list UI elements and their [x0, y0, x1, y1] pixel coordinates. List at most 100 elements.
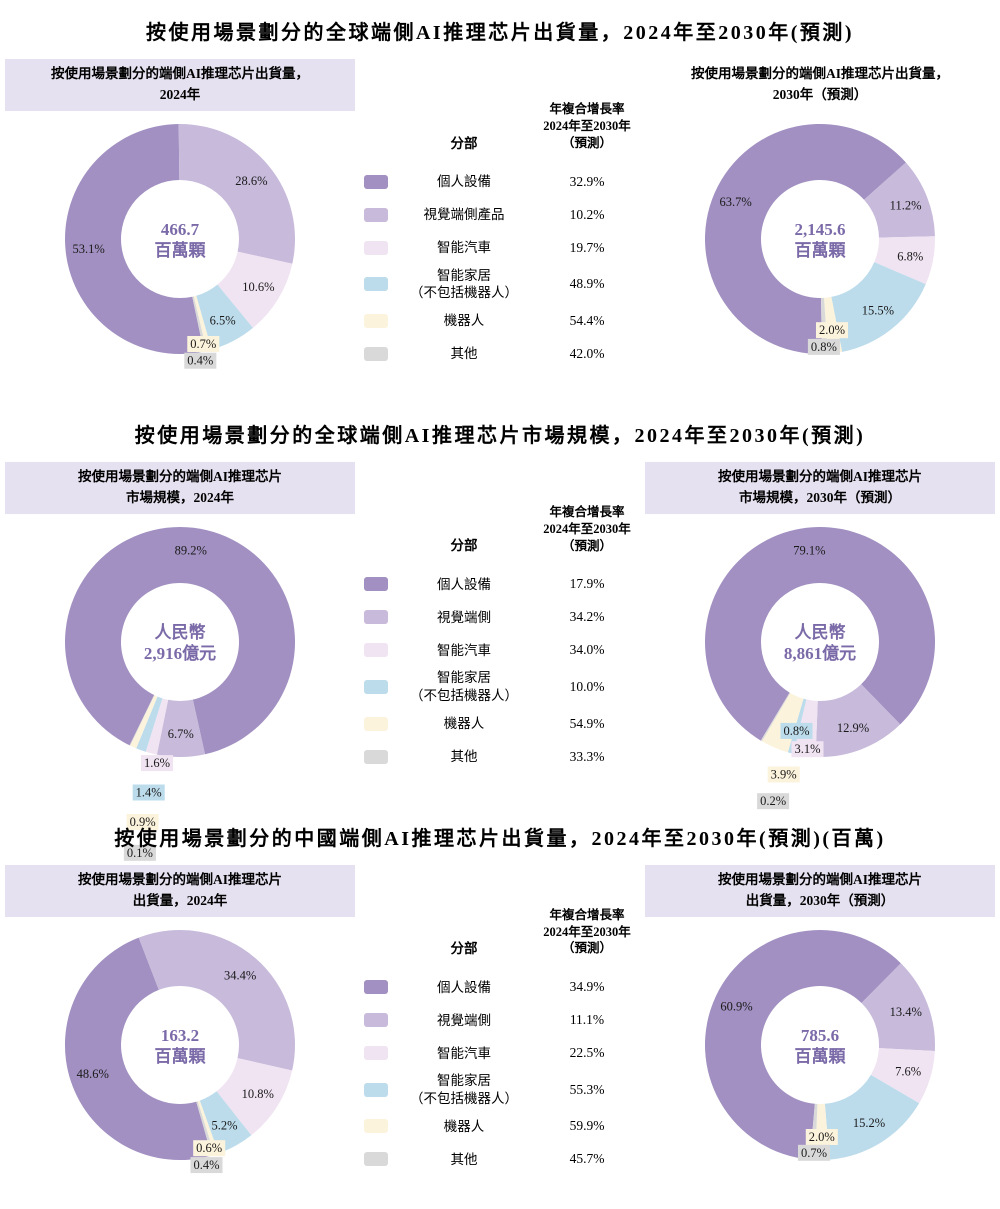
legend-row-vehicle: 智能汽車 34.0% [360, 636, 640, 664]
legend-label: 機器人 [443, 715, 485, 731]
legend-swatch-personal [364, 980, 388, 995]
legend-label: 智能汽車 [437, 239, 491, 255]
legend-cagr-line: （預測） [561, 941, 612, 956]
pie-percentage-label: 1.4% [136, 785, 162, 799]
legend-row-home: 智能家居 （不包括機器人） 55.3% [360, 1072, 640, 1107]
pie-label-box [757, 792, 790, 809]
pie-segment-vehicle [145, 698, 169, 755]
legend-label-line1: 智能家居 [437, 267, 491, 283]
legend-label-line2: （不包括機器人） [410, 285, 518, 301]
legend-row-vehicle: 智能汽車 22.5% [360, 1039, 640, 1067]
pie-percentage-label: 34.4% [224, 968, 256, 982]
legend-cagr-value: 54.9% [569, 715, 605, 731]
legend-swatch-robot [364, 716, 388, 731]
legend-cagr-value: 34.2% [569, 609, 605, 625]
legend-cagr-value: 10.0% [569, 679, 605, 695]
legend-label: 智能家居 （不包括機器人） [394, 1072, 534, 1107]
donut-center-label: 2,145.6 百萬顆 [795, 220, 847, 260]
legend-rows: 個人設備 32.9% 視覺端側產品 10.2% 智能汽車 19.7% 智能家居 [360, 168, 640, 368]
pie-segment-vehicle [216, 1057, 293, 1135]
pie-segment-personal [65, 526, 296, 754]
pie-percentage-label: 0.2% [760, 794, 786, 808]
legend-col-cagr: 年複合增長率 2024年至2030年 （預測） [534, 504, 640, 555]
legend-cagr-value: 48.9% [569, 276, 605, 292]
pie-segment-robot [762, 692, 804, 753]
legend-cagr-value: 10.2% [569, 206, 605, 222]
legend-cagr-value: 11.1% [569, 1012, 605, 1028]
chart-header-line2: 2024年 [159, 86, 201, 102]
pie-percentage-label: 0.8% [783, 724, 809, 738]
legend-cagr-value: 59.9% [569, 1118, 605, 1134]
legend-label: 智能家居 （不包括機器人） [394, 669, 534, 704]
pie-percentage-label: 28.6% [235, 174, 267, 188]
legend-cagr-value: 34.0% [569, 642, 605, 658]
section-row: 按使用場景劃分的端側AI推理芯片 市場規模，2024年 89.2% 6.7% 1.6… [0, 461, 1000, 861]
pie-percentage-label: 5.2% [211, 1118, 237, 1132]
pie-percentage-label: 53.1% [72, 242, 104, 256]
pie-segment-vision [156, 699, 206, 757]
legend-cagr-value: 54.4% [569, 312, 605, 328]
legend-header: 分部 年複合增長率 2024年至2030年 （預測） [360, 907, 640, 958]
donut-center-label: 人民幣 2,916億元 [144, 622, 216, 663]
donut-chart-market-2024: 89.2% 6.7% 1.6% 1.4% 0.9% 0.1% 人民幣 2,916億元 [65, 526, 296, 861]
pie-segment-vehicle [870, 1047, 935, 1103]
pie-segment-vision [861, 962, 935, 1051]
pie-percentage-label: 10.8% [242, 1087, 274, 1101]
donut-chart-market-2030: 79.1% 12.9% 3.1% 0.8% 3.9% 0.2% 人民幣 8,861億元 [705, 526, 936, 809]
pie-percentage-label: 15.5% [862, 303, 894, 317]
legend-col-segment: 分部 [450, 941, 478, 957]
section-title: 按使用場景劃分的全球端側AI推理芯片出貨量，2024年至2030年(預測) [145, 22, 855, 44]
pie-percentage-label: 48.6% [77, 1067, 109, 1081]
legend-label: 其他 [450, 345, 478, 361]
chart-block-2024: 按使用場景劃分的端側AI推理芯片出貨量， 2024年 53.1% 28.6% 10.… [0, 59, 360, 403]
legend-swatch-vehicle [364, 1046, 388, 1061]
pie-segment-vision [864, 162, 935, 238]
legend-row-vision: 視覺端側 11.1% [360, 1006, 640, 1034]
pie-percentage-label: 11.2% [890, 198, 922, 212]
legend-swatch-robot [364, 313, 388, 328]
legend-col-cagr: 年複合增長率 2024年至2030年 （預測） [534, 907, 640, 958]
pie-label-box [184, 352, 217, 369]
pie-segment-personal [64, 937, 212, 1160]
section-row: 按使用場景劃分的端側AI推理芯片 出貨量，2024年 48.6% 34.4% 10.… [0, 864, 1000, 1209]
legend-cagr-line: 年複合增長率 [549, 504, 625, 519]
chart-block-2030: 按使用場景劃分的端側AI推理芯片出貨量， 2030年（預測） 63.7% 11.2… [640, 59, 1000, 403]
legend-row-robot: 機器人 59.9% [360, 1112, 640, 1140]
pie-percentage-label: 15.2% [853, 1115, 885, 1129]
legend-swatch-vehicle [364, 643, 388, 658]
chart-block-2024: 按使用場景劃分的端側AI推理芯片 出貨量，2024年 48.6% 34.4% 10.… [0, 864, 360, 1209]
legend-label: 智能家居 （不包括機器人） [394, 267, 534, 302]
pie-percentage-label: 6.7% [168, 727, 194, 741]
pie-percentage-label: 6.5% [210, 313, 236, 327]
pie-label-box [791, 740, 824, 757]
donut-chart-shipments-2030: 63.7% 11.2% 6.8% 15.5% 2.0% 0.8% 2,145.6 百萬顆 [704, 123, 936, 355]
legend-header: 分部 年複合增長率 2024年至2030年 （預測） [360, 504, 640, 555]
chart-header-line2: 市場規模，2030年（預測） [739, 489, 901, 505]
legend-swatch-home [364, 277, 388, 292]
legend-row-home: 智能家居 （不包括機器人） 48.9% [360, 267, 640, 302]
legend-cagr-value: 55.3% [569, 1081, 605, 1097]
legend-row-vehicle: 智能汽車 19.7% [360, 234, 640, 262]
pie-percentage-label: 0.1% [127, 845, 153, 859]
pie-percentage-label: 7.6% [895, 1064, 921, 1078]
legend-swatch-robot [364, 1119, 388, 1134]
pie-segment-personal [704, 929, 901, 1160]
chart-header-2024: 按使用場景劃分的端側AI推理芯片 市場規模，2024年 [5, 461, 355, 514]
legend-cagr-line: 年複合增長率 [549, 102, 625, 116]
chart-header-line1: 按使用場景劃分的端側AI推理芯片 [717, 871, 922, 887]
donut-chart-china-2024: 48.6% 34.4% 10.8% 5.2% 0.6% 0.4% 163.2 百萬顆 [64, 929, 295, 1173]
section-global-shipments: 按使用場景劃分的全球端側AI推理芯片出貨量，2024年至2030年(預測) 按使… [0, 0, 1000, 403]
pie-percentage-label: 0.8% [811, 340, 837, 354]
legend-row-home: 智能家居 （不包括機器人） 10.0% [360, 669, 640, 704]
pie-percentage-label: 0.9% [130, 815, 156, 829]
legend-label-line2: （不包括機器人） [410, 1090, 518, 1106]
chart-header-line2: 出貨量，2030年（預測） [745, 892, 895, 908]
section-global-market-size: 按使用場景劃分的全球端側AI推理芯片市場規模，2024年至2030年(預測) 按… [0, 403, 1000, 861]
legend-swatch-vision [364, 207, 388, 222]
legend-swatch-personal [364, 174, 388, 189]
chart-header-2024: 按使用場景劃分的端側AI推理芯片 出貨量，2024年 [5, 864, 355, 917]
legend-swatch-vehicle [364, 240, 388, 255]
chart-header-line2: 出貨量，2024年 [132, 892, 228, 908]
chart-header-line2: 市場規模，2024年 [126, 489, 234, 505]
pie-percentage-label: 0.6% [196, 1141, 222, 1155]
